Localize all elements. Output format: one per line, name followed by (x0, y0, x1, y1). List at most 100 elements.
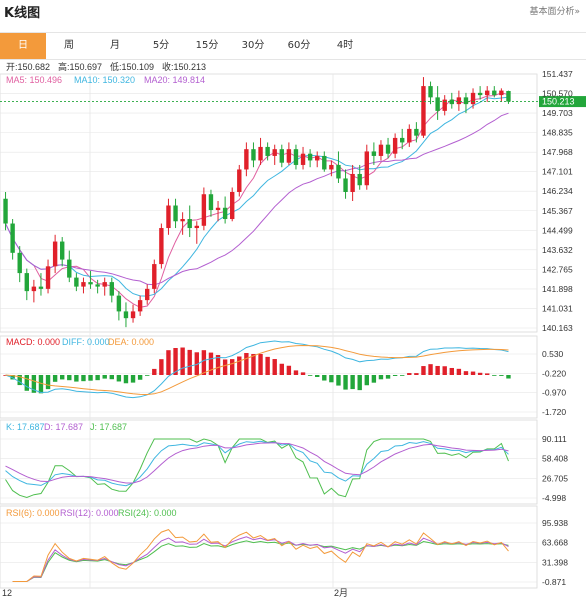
candle (329, 164, 334, 170)
candle (173, 205, 178, 222)
candle (392, 137, 398, 154)
macd-bar (230, 359, 235, 375)
macd-bar (159, 359, 164, 375)
price-tick: 142.765 (542, 264, 573, 274)
price-tick: 148.835 (542, 128, 573, 138)
candles (3, 77, 511, 328)
macd-bar (371, 375, 377, 383)
candle (293, 149, 299, 165)
tab-60min[interactable]: 60分 (287, 40, 311, 51)
macd-bar (307, 375, 313, 376)
candle (350, 173, 355, 192)
svg-text:RSI(24): 0.000: RSI(24): 0.000 (118, 508, 177, 518)
candle (38, 286, 44, 289)
macd-bar (329, 375, 334, 383)
k-line (5, 440, 509, 487)
kdj-tick: 58.408 (542, 454, 568, 464)
candle (180, 219, 185, 222)
svg-text:低:150.109: 低:150.109 (110, 61, 154, 72)
candle (145, 288, 150, 301)
tab-5min[interactable]: 5分 (152, 40, 170, 51)
svg-text:D: 17.687: D: 17.687 (44, 422, 83, 432)
rsi-legend: RSI(6): 0.000 RSI(12): 0.000 RSI(24): 0.… (6, 508, 177, 518)
macd-bar (81, 375, 86, 382)
macd-legend: MACD: 0.000 DIFF: 0.000 DEA: 0.000 (6, 337, 154, 347)
macd-bar (166, 350, 171, 375)
panel-border (0, 505, 538, 589)
candle (322, 155, 327, 170)
candle (230, 191, 235, 220)
price-tick: 143.632 (542, 245, 573, 255)
macd-bar (286, 365, 292, 375)
candle (116, 295, 122, 312)
kline-chart[interactable]: 开:150.682 高:150.697 低:150.109 收:150.213 … (0, 58, 586, 600)
macd-bar (258, 354, 263, 375)
fundamental-analysis-link[interactable]: 基本面分析» (529, 7, 580, 17)
macd-tick: 0.530 (542, 349, 564, 359)
macd-bar (421, 366, 426, 375)
candle (492, 90, 497, 96)
candle (272, 149, 277, 156)
macd-bar (499, 375, 504, 376)
macd-bar (31, 375, 37, 393)
candle (208, 194, 214, 211)
macd-bar (194, 352, 199, 375)
macd-bar (392, 375, 398, 376)
price-tick: 150.570 (542, 89, 573, 99)
macd-bar (364, 375, 369, 386)
macd-bar (400, 375, 405, 376)
macd-bar (357, 375, 362, 391)
price-tick: 151.437 (542, 69, 573, 79)
candle (414, 128, 419, 136)
macd-bar (485, 373, 490, 375)
candle (244, 149, 249, 170)
macd-bar (428, 364, 433, 375)
macd-bar (378, 375, 384, 380)
candle (222, 207, 228, 220)
price-tick: 149.703 (542, 108, 573, 118)
rsi-tick: 63.668 (542, 538, 568, 548)
macd-bar (492, 375, 497, 376)
candle (300, 153, 306, 165)
svg-text:RSI(12): 0.000: RSI(12): 0.000 (60, 508, 119, 518)
tab-15min[interactable]: 15分 (195, 40, 219, 51)
macd-bar (208, 352, 214, 375)
macd-bar (435, 365, 440, 375)
rsi6-line (12, 529, 509, 582)
candle (463, 97, 469, 105)
macd-bar (38, 375, 44, 394)
candle (378, 144, 384, 156)
macd-bar (215, 355, 221, 375)
macd-bar (102, 375, 107, 379)
candle (95, 284, 100, 287)
macd-bar (74, 375, 79, 382)
candle (449, 99, 454, 105)
tab-week[interactable]: 周 (64, 40, 74, 51)
kdj-tick: 26.705 (542, 473, 568, 483)
candle (3, 198, 8, 224)
candle (17, 252, 22, 274)
candle (279, 149, 284, 163)
kdj-tick: 90.111 (542, 434, 567, 444)
candle (470, 92, 476, 105)
tab-4hour[interactable]: 4时 (336, 40, 354, 51)
candle (371, 151, 377, 156)
macd-bar (336, 375, 341, 386)
candle (421, 86, 426, 136)
kdj-panel (5, 438, 509, 499)
price-tick: 146.234 (542, 186, 573, 196)
candle (201, 194, 207, 226)
tab-30min[interactable]: 30分 (241, 40, 265, 51)
candle (265, 146, 270, 156)
macd-bar (152, 368, 157, 375)
candle (137, 300, 143, 312)
candle (74, 277, 79, 287)
candle (159, 228, 164, 265)
ma5-line (19, 92, 509, 308)
kdj-legend: K: 17.687 D: 17.687 J: 17.687 (6, 422, 127, 432)
macd-bar (10, 375, 15, 380)
macd-bar (506, 375, 511, 379)
tab-month[interactable]: 月 (110, 40, 120, 51)
tab-day[interactable]: 日 (0, 33, 46, 59)
candle (364, 151, 369, 186)
